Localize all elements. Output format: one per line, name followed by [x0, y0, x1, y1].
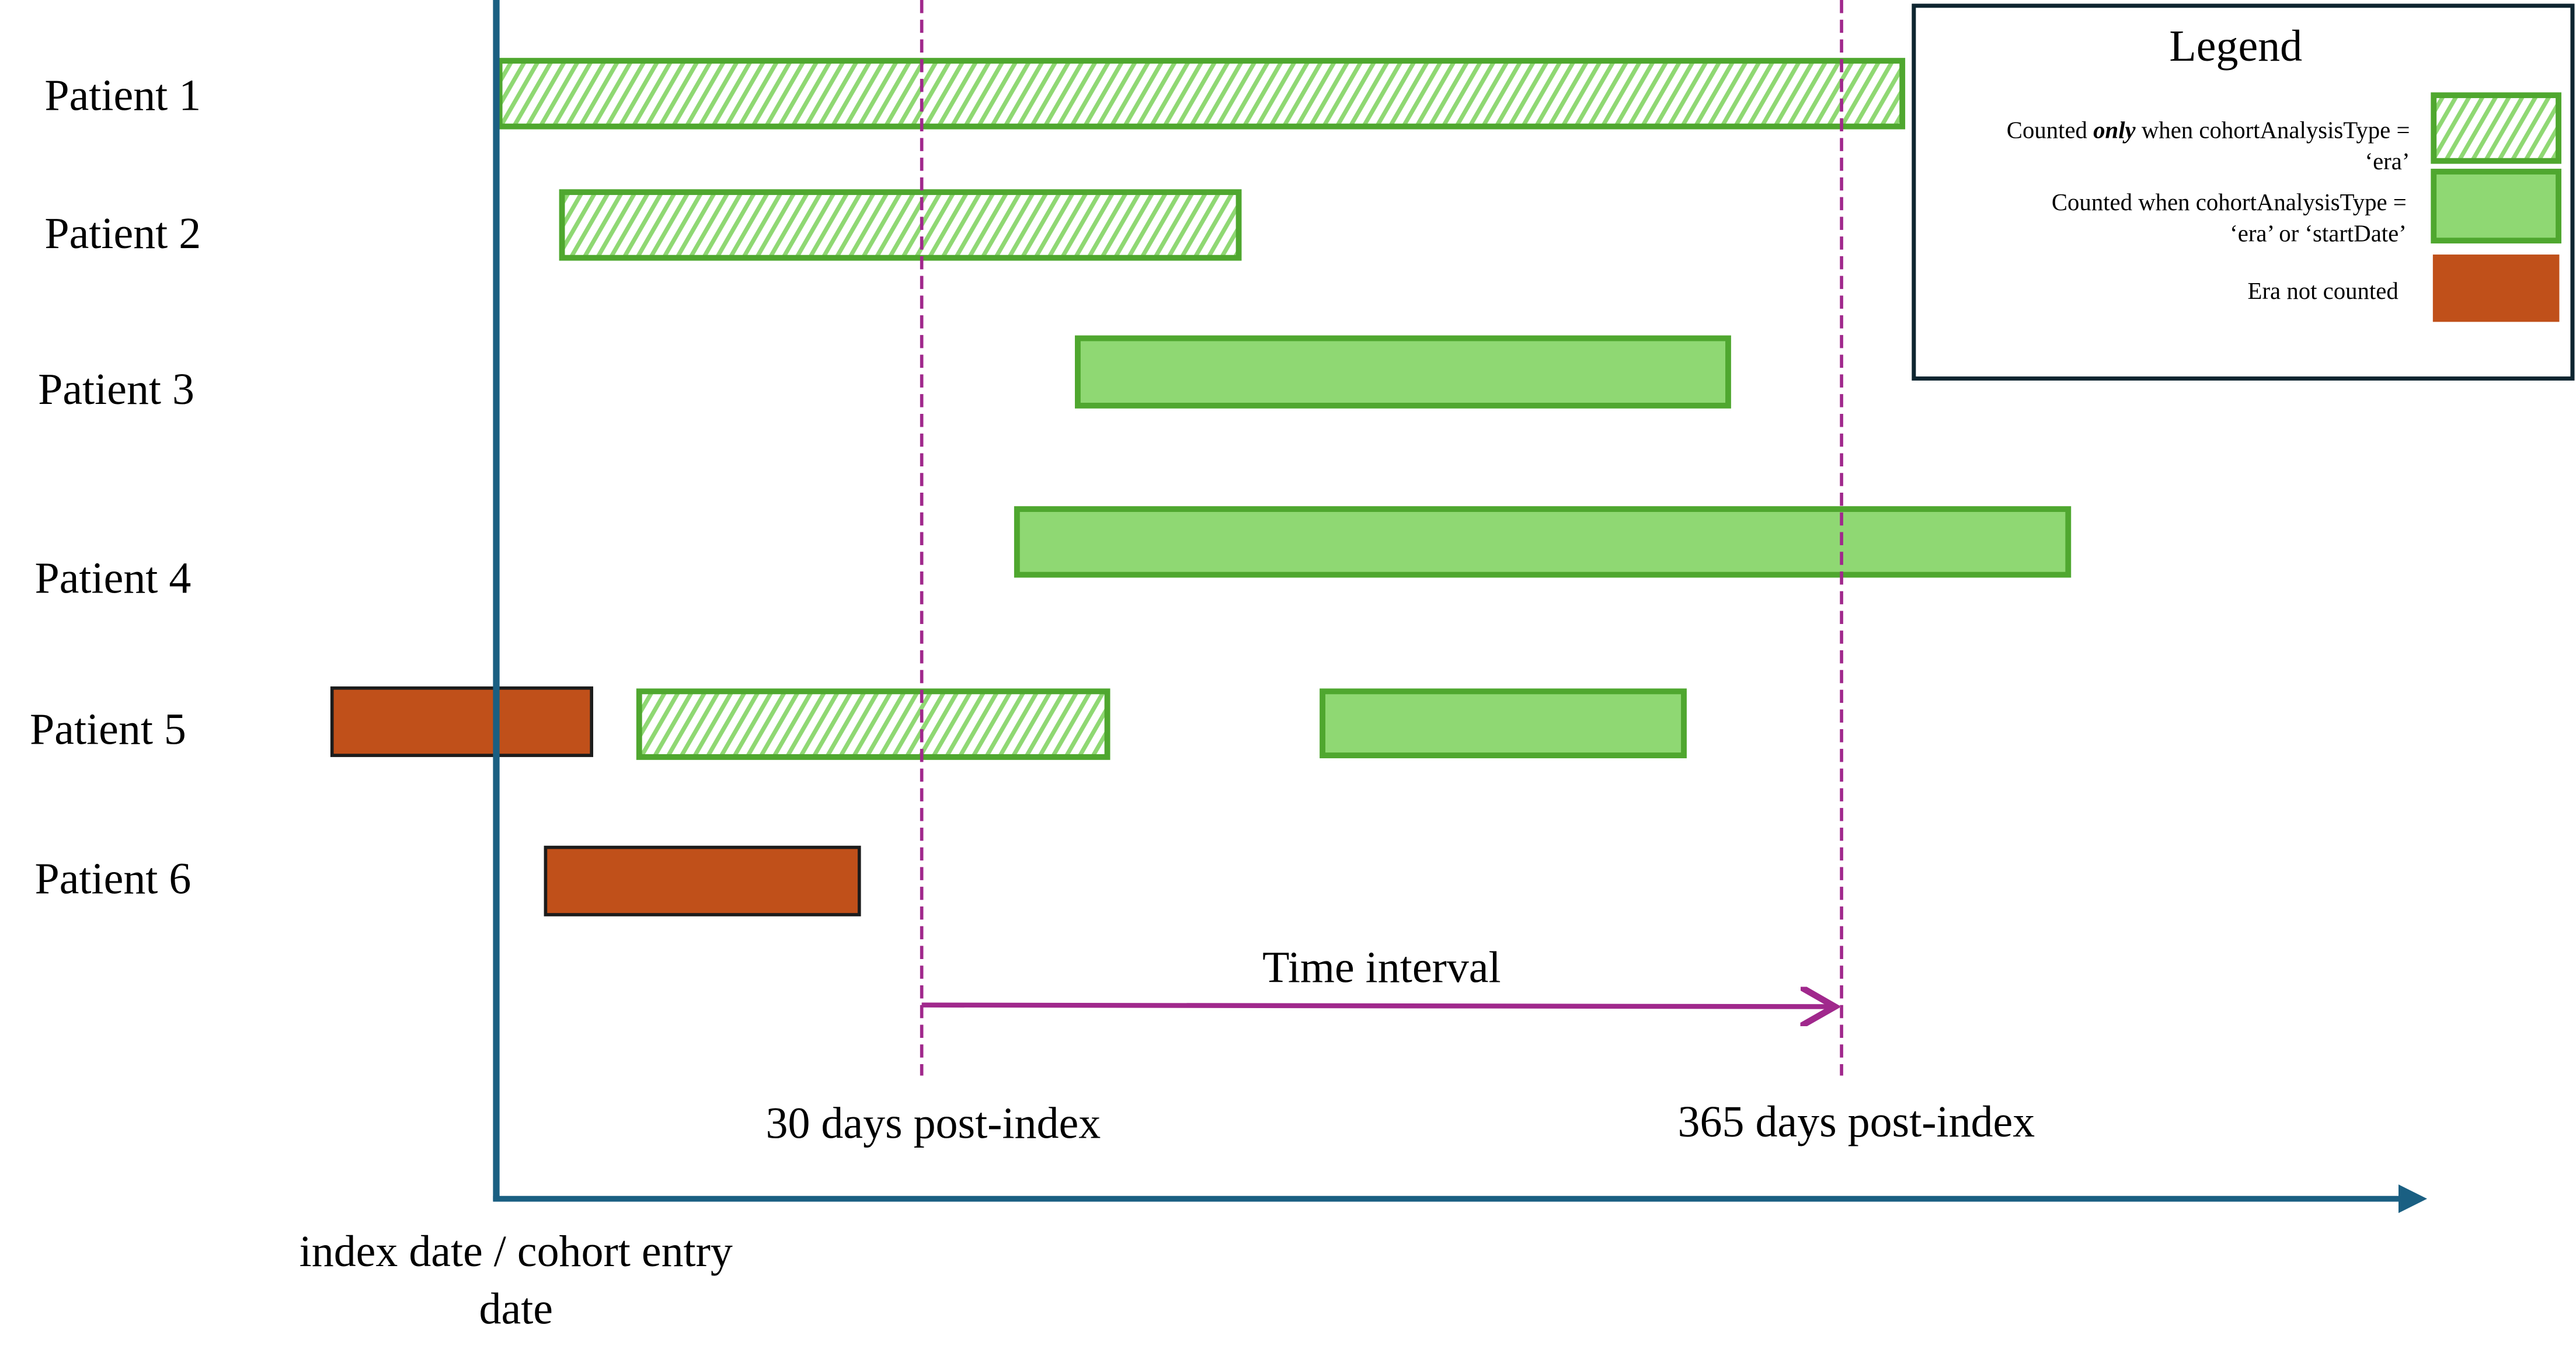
legend-swatch-orange	[2432, 255, 2560, 322]
legend-swatch-solid	[2431, 169, 2561, 244]
patient-label: Patient 6	[34, 854, 191, 903]
time-interval-label: Time interval	[1262, 943, 1501, 992]
index-date-label-line2: date	[479, 1284, 553, 1333]
marker-365-label: 365 days post-index	[1678, 1097, 2035, 1146]
patient-6-era-not-counted	[544, 845, 861, 916]
legend-item-solid-label: Counted when cohortAnalysisType =	[2052, 189, 2407, 215]
legend-item-hatched-label-line2: ‘era’	[2365, 148, 2410, 175]
patient-5-era-not-counted	[330, 686, 593, 757]
time-interval-arrow	[921, 1005, 1830, 1007]
legend-item-orange-label: Era not counted	[2248, 278, 2399, 304]
legend-title: Legend	[2169, 22, 2302, 71]
patient-label: Patient 3	[38, 365, 194, 414]
patient-5-era-solid	[1320, 688, 1687, 759]
legend-item-solid-label-line2: ‘era’ or ‘startDate’	[2230, 221, 2407, 247]
patient-4-era-solid	[1014, 506, 2072, 578]
patient-label: Patient 5	[30, 705, 186, 754]
patient-label: Patient 4	[34, 554, 191, 603]
marker-30-label: 30 days post-index	[765, 1099, 1101, 1148]
patient-label: Patient 1	[44, 71, 201, 120]
patient-label: Patient 2	[44, 209, 201, 258]
patient-2-era-hatched	[559, 189, 1242, 261]
patient-3-era-solid	[1074, 335, 1731, 409]
patient-1-era-hatched	[496, 58, 1906, 130]
legend: Legend Counted only when cohortAnalysisT…	[1912, 4, 2575, 381]
legend-item-hatched-label: Counted only when cohortAnalysisType =	[2007, 117, 2410, 143]
patient-5-era-hatched	[636, 688, 1111, 760]
legend-swatch-hatched	[2431, 92, 2561, 164]
index-date-label: index date / cohort entry	[300, 1227, 733, 1276]
